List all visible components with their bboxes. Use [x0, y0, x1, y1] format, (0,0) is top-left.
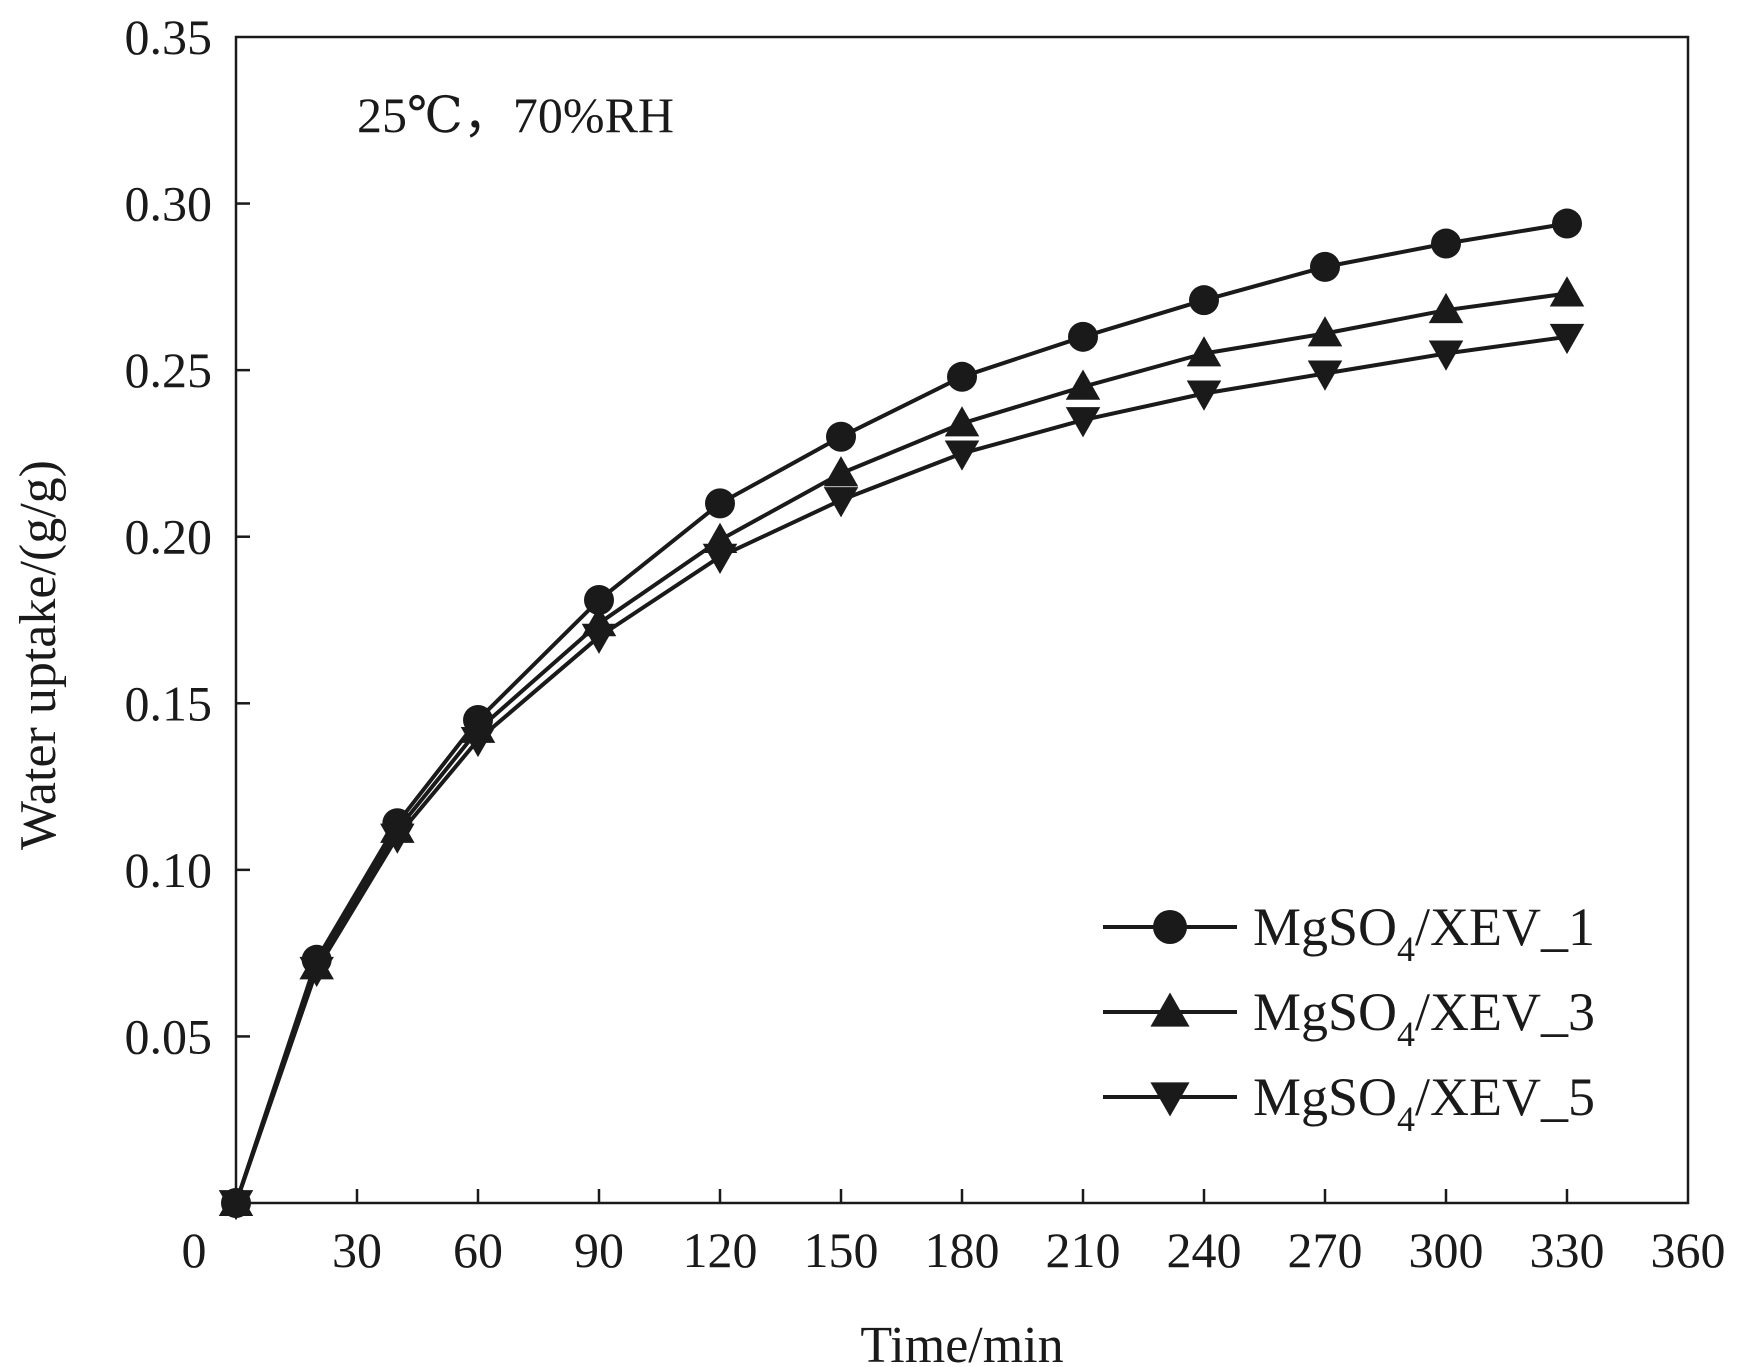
data-point: [1428, 340, 1464, 371]
data-point: [1065, 407, 1101, 438]
data-point: [218, 1190, 254, 1221]
x-tick-label: 90: [574, 1222, 624, 1278]
data-point: [1186, 380, 1222, 411]
series-3: [218, 323, 1585, 1221]
data-point: [1431, 228, 1461, 259]
data-point: [1549, 276, 1585, 307]
data-point: [581, 623, 617, 654]
legend-label: MgSO4/XEV_1: [1253, 897, 1595, 969]
series-line: [234, 221, 1568, 1204]
data-point: [299, 956, 334, 988]
x-axis-title: Time/min: [860, 1317, 1063, 1367]
data-point: [1552, 208, 1582, 239]
x-tick-label: 30: [332, 1222, 382, 1278]
y-tick-label: 0.25: [125, 342, 213, 398]
y-tick-label: 0.05: [125, 1008, 213, 1064]
data-point: [1307, 360, 1343, 391]
x-tick-label: 360: [1651, 1222, 1726, 1278]
x-tick-label: 60: [453, 1222, 503, 1278]
y-tick-label: 0.15: [125, 675, 213, 731]
legend-label: MgSO4/XEV_5: [1253, 1067, 1595, 1139]
y-tick-label: 0.10: [125, 842, 213, 898]
x-tick-label: 0: [182, 1222, 207, 1278]
condition-annotation: 25℃，70%RH: [357, 87, 674, 143]
data-point: [1068, 321, 1098, 352]
data-point: [944, 406, 980, 437]
y-tick-label: 0.30: [125, 176, 213, 232]
y-tick-label: 0.35: [125, 9, 213, 65]
data-point: [823, 456, 859, 487]
y-axis-title: Water uptake/(g/g): [10, 460, 67, 850]
data-point: [380, 823, 415, 854]
data-point: [460, 726, 496, 758]
data-point: [1310, 251, 1340, 282]
x-tick-label: 270: [1288, 1222, 1363, 1278]
data-point: [1065, 369, 1101, 400]
legend: MgSO4/XEV_1 MgSO4/XEV_3 MgSO4/XEV_5: [1103, 897, 1595, 1139]
data-point: [826, 421, 856, 452]
x-tick-label: 330: [1530, 1222, 1605, 1278]
legend-item: MgSO4/XEV_5: [1103, 1067, 1595, 1139]
axes-layer: 0 30 60 90 120 150 180 210 240 270 300 330 360 0.05 0.…: [125, 9, 1726, 1278]
data-point: [584, 585, 614, 616]
legend-item: MgSO4/XEV_1: [1103, 897, 1595, 969]
data-point: [1549, 323, 1585, 355]
data-point: [944, 440, 980, 471]
x-tick-label: 300: [1409, 1222, 1484, 1278]
data-point: [705, 488, 735, 519]
x-tick-label: 150: [804, 1222, 879, 1278]
x-tick-label: 120: [683, 1222, 758, 1278]
data-point: [702, 543, 738, 574]
data-point: [1186, 336, 1222, 367]
legend-item: MgSO4/XEV_3: [1103, 982, 1595, 1054]
y-tick-label: 0.20: [125, 509, 213, 565]
data-point: [823, 487, 859, 518]
x-tick-label: 180: [925, 1222, 1000, 1278]
legend-label: MgSO4/XEV_3: [1253, 982, 1595, 1054]
data-point: [1189, 285, 1219, 316]
data-point: [1307, 316, 1343, 347]
x-tick-label: 210: [1046, 1222, 1121, 1278]
data-point: [1428, 292, 1464, 324]
data-point: [947, 361, 977, 392]
series-layer: [218, 208, 1585, 1221]
x-tick-label: 240: [1167, 1222, 1242, 1278]
legend-marker: [1150, 1082, 1190, 1117]
legend-marker: [1153, 910, 1187, 944]
legend-marker: [1150, 992, 1190, 1027]
